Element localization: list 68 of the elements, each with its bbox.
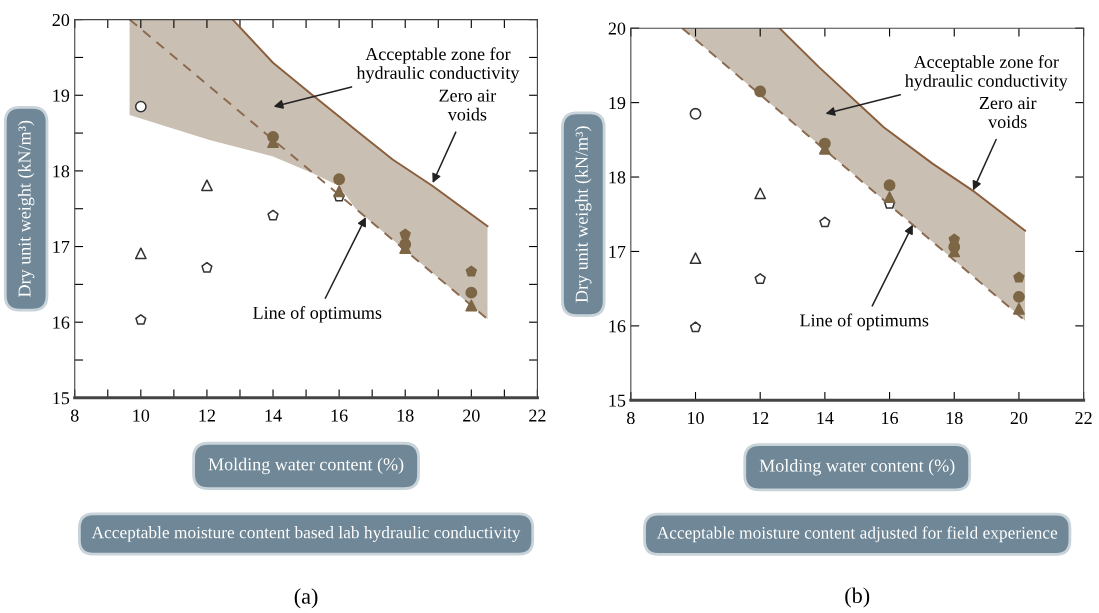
y-tick-label: 18	[53, 165, 70, 178]
x-tick-label: 14	[817, 412, 834, 424]
point	[689, 252, 702, 265]
x-tick-label: 22	[529, 409, 546, 422]
y-tick-label: 20	[52, 13, 70, 27]
point	[818, 137, 831, 150]
x-tick-label: 20	[463, 409, 480, 422]
y-tick-label: 18	[609, 171, 626, 184]
point	[1013, 302, 1025, 315]
annotation: Acceptable zone for hydraulic conductivity	[904, 55, 1068, 91]
x-tick-label: 20	[1010, 411, 1028, 425]
x-tick-label: 14	[265, 409, 282, 422]
point	[399, 228, 411, 240]
x-tick-label: 16	[882, 411, 899, 425]
annotation: Zero air voids	[979, 96, 1037, 128]
x-axis-title: Molding water content (%)	[208, 457, 404, 475]
annotation: Line of optimums	[253, 305, 382, 323]
annotation: Acceptable zone for hydraulic conductivity	[356, 47, 520, 83]
x-tick-label: 12	[199, 409, 215, 422]
x-tick-label: 18	[397, 409, 414, 422]
point	[201, 261, 213, 273]
point	[135, 314, 147, 325]
y-axis-title: Dry unit weight (kN/m³)	[575, 126, 592, 303]
text: Acceptable moisture content based lab hydraulic conductivity	[91, 526, 521, 542]
point	[754, 273, 766, 284]
point	[883, 191, 896, 204]
point	[754, 187, 767, 200]
text: (b)	[845, 587, 870, 608]
y-tick-label: 17	[609, 245, 626, 258]
y-tick-label: 17	[53, 240, 70, 253]
x-tick-label: 18	[946, 411, 963, 425]
point	[465, 265, 477, 277]
point	[333, 185, 346, 198]
y-tick-label: 16	[609, 320, 626, 333]
y-tick-label: 20	[608, 22, 626, 35]
y-axis-title: Dry unit weight (kN/m³)	[17, 120, 35, 297]
y-tick-label: 15	[53, 392, 70, 405]
point	[465, 286, 478, 299]
x-tick-label: 16	[331, 409, 348, 422]
point	[201, 179, 213, 192]
x-tick-label: 12	[752, 411, 769, 424]
x-tick-label: 8	[627, 411, 635, 425]
x-tick-label: 10	[688, 411, 704, 425]
x-axis-title: Molding water content (%)	[759, 459, 955, 476]
point	[883, 179, 896, 192]
point	[134, 100, 147, 113]
annotation: Zero air voids	[439, 89, 497, 121]
x-tick-label: 10	[133, 409, 150, 422]
point	[134, 247, 147, 260]
text: Acceptable moisture content adjusted for field experience	[656, 526, 1058, 543]
annotation: Line of optimums	[800, 313, 929, 331]
point	[1013, 271, 1025, 283]
y-tick-label: 19	[53, 89, 70, 102]
point	[689, 107, 702, 120]
y-tick-label: 16	[53, 316, 70, 329]
text: (a)	[294, 588, 318, 609]
x-tick-label: 8	[70, 409, 79, 422]
point	[333, 173, 346, 186]
point	[819, 216, 831, 228]
point	[267, 130, 279, 143]
y-tick-label: 15	[609, 394, 626, 407]
point	[689, 321, 702, 333]
point	[1013, 290, 1025, 303]
point	[267, 209, 279, 221]
point	[754, 85, 767, 98]
point	[465, 299, 478, 312]
y-tick-label: 19	[609, 96, 626, 110]
x-tick-label: 22	[1075, 411, 1092, 424]
